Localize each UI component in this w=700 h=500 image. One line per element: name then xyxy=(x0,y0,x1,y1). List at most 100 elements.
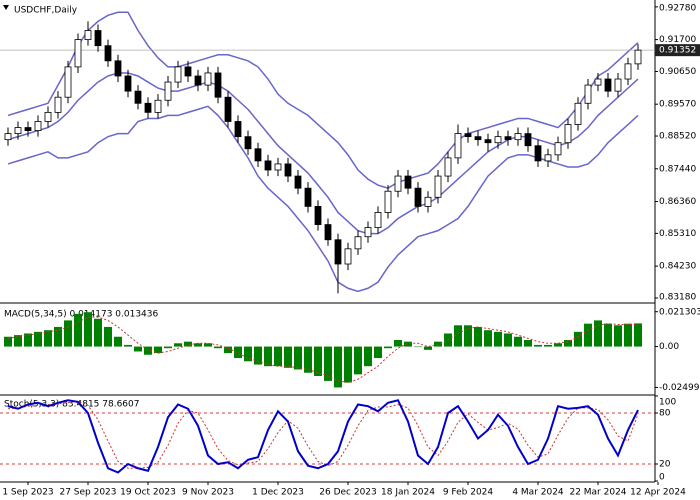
macd-bar xyxy=(94,318,102,347)
macd-bar xyxy=(274,346,282,367)
candle-body xyxy=(284,163,292,177)
candle-body xyxy=(544,154,552,162)
macd-bar xyxy=(114,336,122,347)
macd-bar xyxy=(194,343,202,347)
candle-body xyxy=(314,205,322,225)
candle-body xyxy=(104,45,112,62)
candle-body xyxy=(404,175,412,189)
stoch-main xyxy=(7,399,639,474)
macd-bar xyxy=(494,331,502,347)
candle-body xyxy=(184,66,192,77)
macd-bar xyxy=(64,320,72,347)
candle-body xyxy=(34,121,42,131)
candle-body xyxy=(74,39,82,68)
candle-body xyxy=(464,133,472,138)
macd-bar xyxy=(484,330,492,347)
macd-bar xyxy=(294,346,302,370)
macd-bar xyxy=(364,346,372,367)
x-tick-label: 12 Apr 2024 xyxy=(630,488,686,498)
candle-body xyxy=(244,136,252,150)
candle-body xyxy=(324,224,332,241)
macd-bar xyxy=(304,346,312,373)
candle-body xyxy=(504,136,512,141)
macd-bar xyxy=(394,340,402,347)
candle-body xyxy=(374,212,382,229)
macd-bar xyxy=(564,340,572,347)
macd-bar xyxy=(14,335,22,347)
macd-bar xyxy=(314,346,322,377)
title-marker xyxy=(3,5,9,10)
y-tick-label: 0.85310 xyxy=(659,229,696,239)
candle-body xyxy=(564,124,572,144)
bollinger-upper xyxy=(7,11,639,190)
y-tick-label: 0 xyxy=(659,473,665,483)
y-tick-label: 20 xyxy=(659,460,671,470)
candle-body xyxy=(474,136,482,141)
y-tick-label: 0.86360 xyxy=(659,197,696,207)
candle-body xyxy=(214,72,222,98)
macd-bar xyxy=(524,340,532,347)
macd-bar xyxy=(374,346,382,359)
macd-bar xyxy=(334,346,342,388)
macd-bar xyxy=(504,333,512,347)
macd-bar xyxy=(324,346,332,381)
macd-bar xyxy=(54,326,62,347)
candle-body xyxy=(264,160,272,171)
macd-bar xyxy=(424,346,432,350)
macd-bar xyxy=(584,323,592,347)
candle-body xyxy=(494,136,502,144)
candle-body xyxy=(304,187,312,207)
macd-signal xyxy=(7,316,639,384)
macd-bar xyxy=(604,323,612,347)
x-tick-label: 4 Mar 2024 xyxy=(512,488,564,498)
macd-bar xyxy=(454,325,462,347)
y-tick-label: 0.89570 xyxy=(659,100,696,110)
candle-body xyxy=(484,139,492,144)
panel-title: Stoch(5,3,3) 83.4815 78.6607 xyxy=(4,400,139,410)
x-tick-label: 9 Feb 2024 xyxy=(443,488,494,498)
candle-body xyxy=(454,133,462,159)
candle-body xyxy=(594,78,602,86)
candle-body xyxy=(354,236,362,250)
candle-body xyxy=(274,163,282,171)
candle-body xyxy=(64,66,72,98)
macd-bar xyxy=(594,320,602,347)
y-tick-label: 100 xyxy=(659,398,676,408)
macd-bar xyxy=(104,326,112,347)
candle-body xyxy=(174,66,182,83)
candle-body xyxy=(4,133,12,141)
last-price-box xyxy=(655,44,700,57)
x-tick-label: 1 Dec 2023 xyxy=(252,488,304,498)
candle-body xyxy=(44,111,52,122)
macd-bar xyxy=(44,330,52,347)
candle-body xyxy=(584,84,592,104)
x-tick-label: 19 Oct 2023 xyxy=(120,488,176,498)
candle-body xyxy=(414,187,422,207)
last-price-label: 0.91352 xyxy=(659,46,696,56)
macd-bar xyxy=(234,346,242,359)
y-tick-label: 0.00 xyxy=(659,342,679,352)
candle-body xyxy=(334,239,342,265)
bollinger-lower xyxy=(7,105,639,293)
candle-body xyxy=(84,30,92,41)
bollinger-middle xyxy=(7,72,639,235)
y-tick-label: 0.90650 xyxy=(659,67,696,77)
x-tick-label: 1 Sep 2023 xyxy=(2,488,53,498)
macd-bar xyxy=(124,344,132,347)
candle-body xyxy=(114,60,122,77)
candle-body xyxy=(194,75,202,86)
macd-bar xyxy=(74,313,82,347)
macd-bar xyxy=(84,312,92,347)
x-tick-label: 27 Sep 2023 xyxy=(59,488,116,498)
macd-bar xyxy=(624,323,632,347)
candle-body xyxy=(164,81,172,101)
candle-body xyxy=(234,121,242,138)
macd-bar xyxy=(144,346,152,355)
candle-body xyxy=(534,145,542,162)
x-tick-label: 9 Nov 2023 xyxy=(182,488,234,498)
macd-bar xyxy=(24,333,32,347)
y-tick-label: 0.92780 xyxy=(659,4,696,14)
candle-body xyxy=(634,49,642,65)
candle-body xyxy=(144,102,152,113)
